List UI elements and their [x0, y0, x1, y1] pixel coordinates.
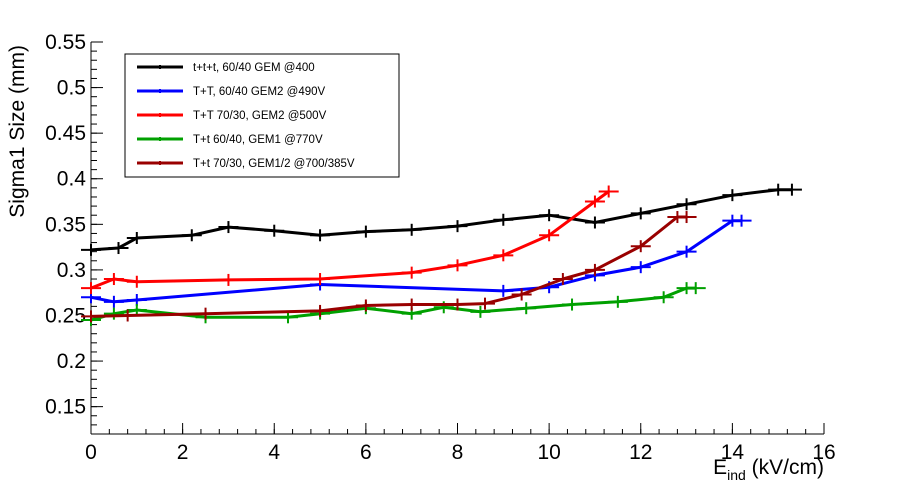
series-layer — [81, 183, 802, 327]
x-tick-label: 2 — [177, 441, 189, 464]
y-tick-label: 0.4 — [57, 168, 87, 191]
x-axis-title: Eind (kV/cm) — [713, 456, 824, 483]
series-5 — [81, 211, 697, 323]
x-tick-label: 10 — [537, 441, 560, 464]
legend-entry: T+T, 60/40 GEM2 @490V — [137, 86, 326, 98]
y-tick-label: 0.45 — [45, 122, 86, 145]
x-axis-title-unit: (kV/cm) — [746, 456, 824, 479]
legend-entry: T+t 70/30, GEM1/2 @700/385V — [137, 158, 355, 170]
y-axis-title: Sigma1 Size (mm) — [6, 45, 29, 218]
x-axis-title-subscript: ind — [727, 467, 746, 483]
legend-entries: t+t+t, 60/40 GEM @400 T+T, 60/40 GEM2 @49… — [137, 62, 355, 170]
x-tick-label: 0 — [85, 441, 97, 464]
x-tick-label: 4 — [268, 441, 280, 464]
legend-entry: T+t 60/40, GEM1 @770V — [137, 134, 323, 146]
legend-label: t+t+t, 60/40 GEM @400 — [193, 62, 315, 74]
y-tick-label: 0.25 — [45, 304, 86, 327]
y-tick-label: 0.55 — [45, 31, 86, 54]
y-tick-label: 0.15 — [45, 396, 86, 419]
y-tick-label: 0.5 — [57, 77, 86, 100]
legend-box — [124, 53, 400, 178]
legend: t+t+t, 60/40 GEM @400 T+T, 60/40 GEM2 @49… — [124, 53, 400, 178]
series-1 — [81, 183, 802, 256]
x-tick-label: 14 — [721, 441, 745, 464]
legend-label: T+T, 60/40 GEM2 @490V — [193, 86, 326, 98]
x-tick-label: 12 — [629, 441, 652, 464]
y-tick-label: 0.3 — [57, 259, 86, 282]
x-tick-label: 6 — [360, 441, 372, 464]
x-axis-title-main: E — [713, 456, 727, 479]
x-tick-label: 16 — [812, 441, 835, 464]
legend-entry: t+t+t, 60/40 GEM @400 — [137, 62, 315, 74]
x-tick-label: 8 — [452, 441, 464, 464]
series-line — [90, 215, 687, 318]
y-tick-label: 0.2 — [57, 350, 86, 373]
axes: 0 2 4 6 8 10 12 14 16 0.15 0.2 0.25 0.3 0.35 0.4 0.45 0.… — [45, 31, 836, 464]
legend-label: T+t 70/30, GEM1/2 @700/385V — [193, 158, 355, 170]
legend-label: T+T 70/30, GEM2 @500V — [193, 110, 327, 122]
legend-entry: T+T 70/30, GEM2 @500V — [137, 110, 327, 122]
series-3 — [81, 185, 619, 295]
legend-label: T+t 60/40, GEM1 @770V — [193, 134, 323, 146]
y-tick-label: 0.35 — [45, 213, 86, 236]
